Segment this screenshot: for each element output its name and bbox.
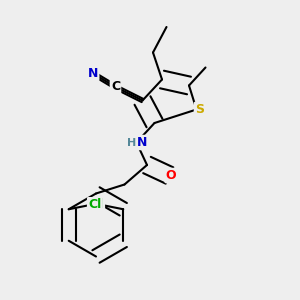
Text: S: S [195,103,204,116]
Text: C: C [111,80,120,94]
Text: Cl: Cl [91,198,104,211]
Text: O: O [166,169,176,182]
Text: N: N [137,136,148,149]
Text: Cl: Cl [88,198,101,211]
Text: H: H [128,137,136,148]
Text: N: N [88,67,98,80]
